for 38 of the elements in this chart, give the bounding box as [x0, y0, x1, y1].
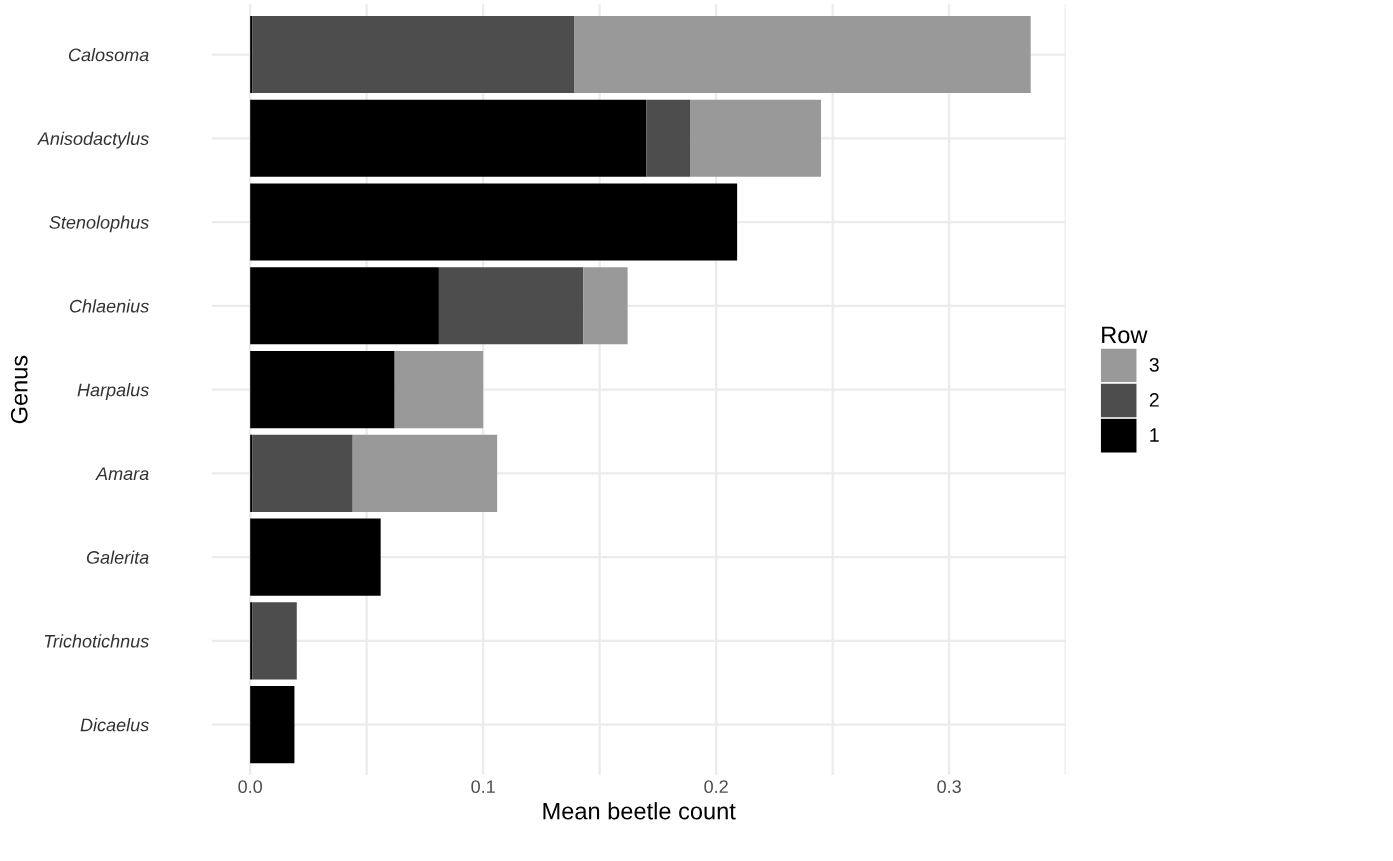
x-tick-label: 0.0 [238, 780, 263, 794]
x-tick-label: 0.2 [704, 780, 728, 794]
bar [250, 183, 738, 261]
bar [250, 518, 381, 596]
bar [250, 602, 253, 680]
bar [250, 686, 295, 764]
bar [250, 434, 253, 512]
bar [574, 16, 1031, 94]
bar [250, 99, 647, 177]
bar [690, 99, 822, 177]
y-tick-label: Galerita [86, 550, 149, 564]
y-tick-label: Calosoma [68, 48, 149, 62]
bar [252, 602, 297, 680]
legend-label: 3 [1149, 357, 1159, 372]
y-axis-title: Genus [10, 355, 28, 424]
legend-label: 1 [1150, 428, 1159, 442]
bar [250, 351, 395, 429]
y-tick-label: Anisodactylus [36, 131, 149, 149]
y-tick-label: Stenolophus [49, 215, 149, 233]
bar [438, 267, 584, 345]
y-tick-label: Harpalus [77, 383, 149, 400]
bar [250, 267, 439, 345]
x-tick-label: 0.1 [471, 780, 495, 794]
y-tick-label: Trichotichnus [44, 634, 149, 648]
x-axis-title: Mean beetle count [543, 802, 736, 820]
legend-title: Row [1102, 326, 1148, 344]
bar [252, 434, 353, 512]
y-tick-label: Chlaenius [69, 299, 149, 313]
bar [394, 351, 484, 429]
bar [252, 16, 575, 94]
bar [250, 16, 253, 94]
x-tick-label: 0.3 [937, 780, 961, 794]
bar [646, 99, 691, 177]
y-tick-label: Dicaelus [80, 718, 149, 732]
legend-label: 2 [1149, 393, 1159, 407]
bar [583, 267, 628, 345]
y-tick-label: Amara [95, 467, 149, 481]
bar [352, 434, 498, 512]
